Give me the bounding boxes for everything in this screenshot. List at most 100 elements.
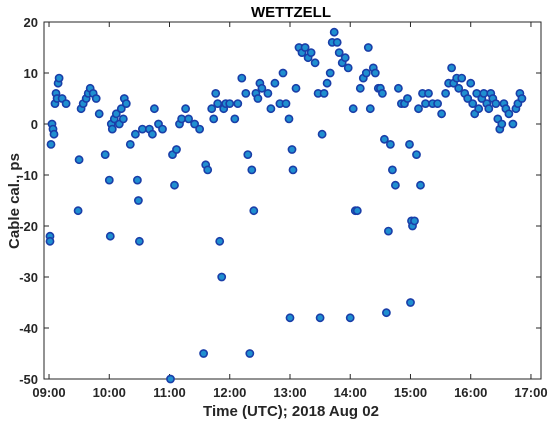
data-point xyxy=(225,99,235,108)
data-point xyxy=(317,129,327,139)
data-point xyxy=(249,206,259,216)
x-tick-label: 16:00 xyxy=(454,385,487,400)
data-point xyxy=(370,68,380,78)
data-point xyxy=(118,114,128,124)
data-point xyxy=(190,119,199,129)
data-point xyxy=(46,139,56,149)
data-point xyxy=(363,43,373,52)
data-point xyxy=(433,99,442,108)
data-point xyxy=(172,145,181,154)
data-point xyxy=(300,43,310,52)
y-tick-label: -30 xyxy=(19,270,38,285)
data-point xyxy=(243,150,253,159)
x-tick-label: 12:00 xyxy=(213,385,246,400)
data-point xyxy=(49,129,59,139)
data-point xyxy=(355,83,365,93)
data-point xyxy=(437,109,446,119)
data-point xyxy=(504,109,514,119)
y-tick-label: 20 xyxy=(24,15,38,30)
data-point xyxy=(410,216,419,226)
x-tick-label: 11:00 xyxy=(153,385,186,400)
data-point xyxy=(334,48,344,57)
data-point xyxy=(284,114,294,124)
data-points xyxy=(45,27,527,384)
data-point xyxy=(319,89,329,98)
data-point xyxy=(393,83,403,93)
data-point xyxy=(121,99,131,108)
data-point xyxy=(230,114,240,124)
data-point xyxy=(107,124,117,134)
y-tick-label: -20 xyxy=(19,219,38,234)
data-point xyxy=(132,175,142,185)
data-point xyxy=(74,155,84,165)
data-point xyxy=(287,145,297,154)
data-point xyxy=(233,99,243,108)
y-tick-label: -40 xyxy=(19,321,38,336)
data-point xyxy=(315,313,325,323)
chart-title: WETTZELL xyxy=(251,4,331,21)
data-point xyxy=(454,83,464,93)
x-tick-label: 15:00 xyxy=(394,385,427,400)
x-tick-label: 13:00 xyxy=(273,385,306,400)
data-point xyxy=(288,165,298,175)
data-point xyxy=(348,104,358,114)
data-point xyxy=(45,236,55,246)
data-point xyxy=(116,104,126,114)
data-point xyxy=(306,48,316,57)
data-point xyxy=(177,114,186,124)
data-point xyxy=(381,308,391,318)
data-point xyxy=(213,99,223,108)
y-tick-label: 10 xyxy=(24,66,38,81)
data-point xyxy=(54,73,64,83)
data-point xyxy=(245,349,255,358)
data-point xyxy=(345,313,355,323)
data-point xyxy=(158,124,167,134)
data-point xyxy=(247,165,257,175)
data-point xyxy=(203,165,213,175)
x-axis-label: Time (UTC); 2018 Aug 02 xyxy=(203,403,379,420)
data-point xyxy=(281,99,291,108)
x-tick-label: 17:00 xyxy=(514,385,547,400)
data-point xyxy=(61,99,71,108)
data-point xyxy=(325,68,335,78)
data-point xyxy=(466,78,476,88)
y-tick-label: -10 xyxy=(19,168,38,183)
data-point xyxy=(468,99,478,108)
data-point xyxy=(199,349,208,358)
data-point xyxy=(237,73,247,83)
data-point xyxy=(215,236,225,246)
y-tick-label: 0 xyxy=(31,117,38,132)
data-point xyxy=(147,129,157,139)
data-point xyxy=(166,374,175,384)
data-point xyxy=(416,180,425,190)
data-point xyxy=(361,68,371,78)
data-point xyxy=(181,104,190,114)
data-point xyxy=(94,109,104,119)
data-point xyxy=(457,73,467,83)
data-point xyxy=(484,104,494,114)
data-point xyxy=(463,94,473,103)
data-point xyxy=(209,114,219,124)
data-point xyxy=(343,63,353,73)
data-point xyxy=(73,206,83,216)
data-point xyxy=(406,298,415,307)
data-point xyxy=(412,150,421,159)
data-point xyxy=(340,53,350,63)
x-tick-label: 10:00 xyxy=(93,385,126,400)
data-point xyxy=(217,272,227,282)
data-point xyxy=(491,99,501,108)
data-point xyxy=(291,83,301,93)
data-point xyxy=(100,150,110,159)
data-point xyxy=(270,78,280,88)
data-point xyxy=(149,104,159,114)
data-point xyxy=(390,180,400,190)
data-point xyxy=(517,94,527,103)
data-point xyxy=(137,124,147,134)
data-point xyxy=(257,83,267,93)
data-point xyxy=(111,109,121,119)
data-point xyxy=(125,139,135,149)
data-point xyxy=(497,119,507,129)
data-point xyxy=(479,89,489,98)
data-point xyxy=(170,180,179,190)
